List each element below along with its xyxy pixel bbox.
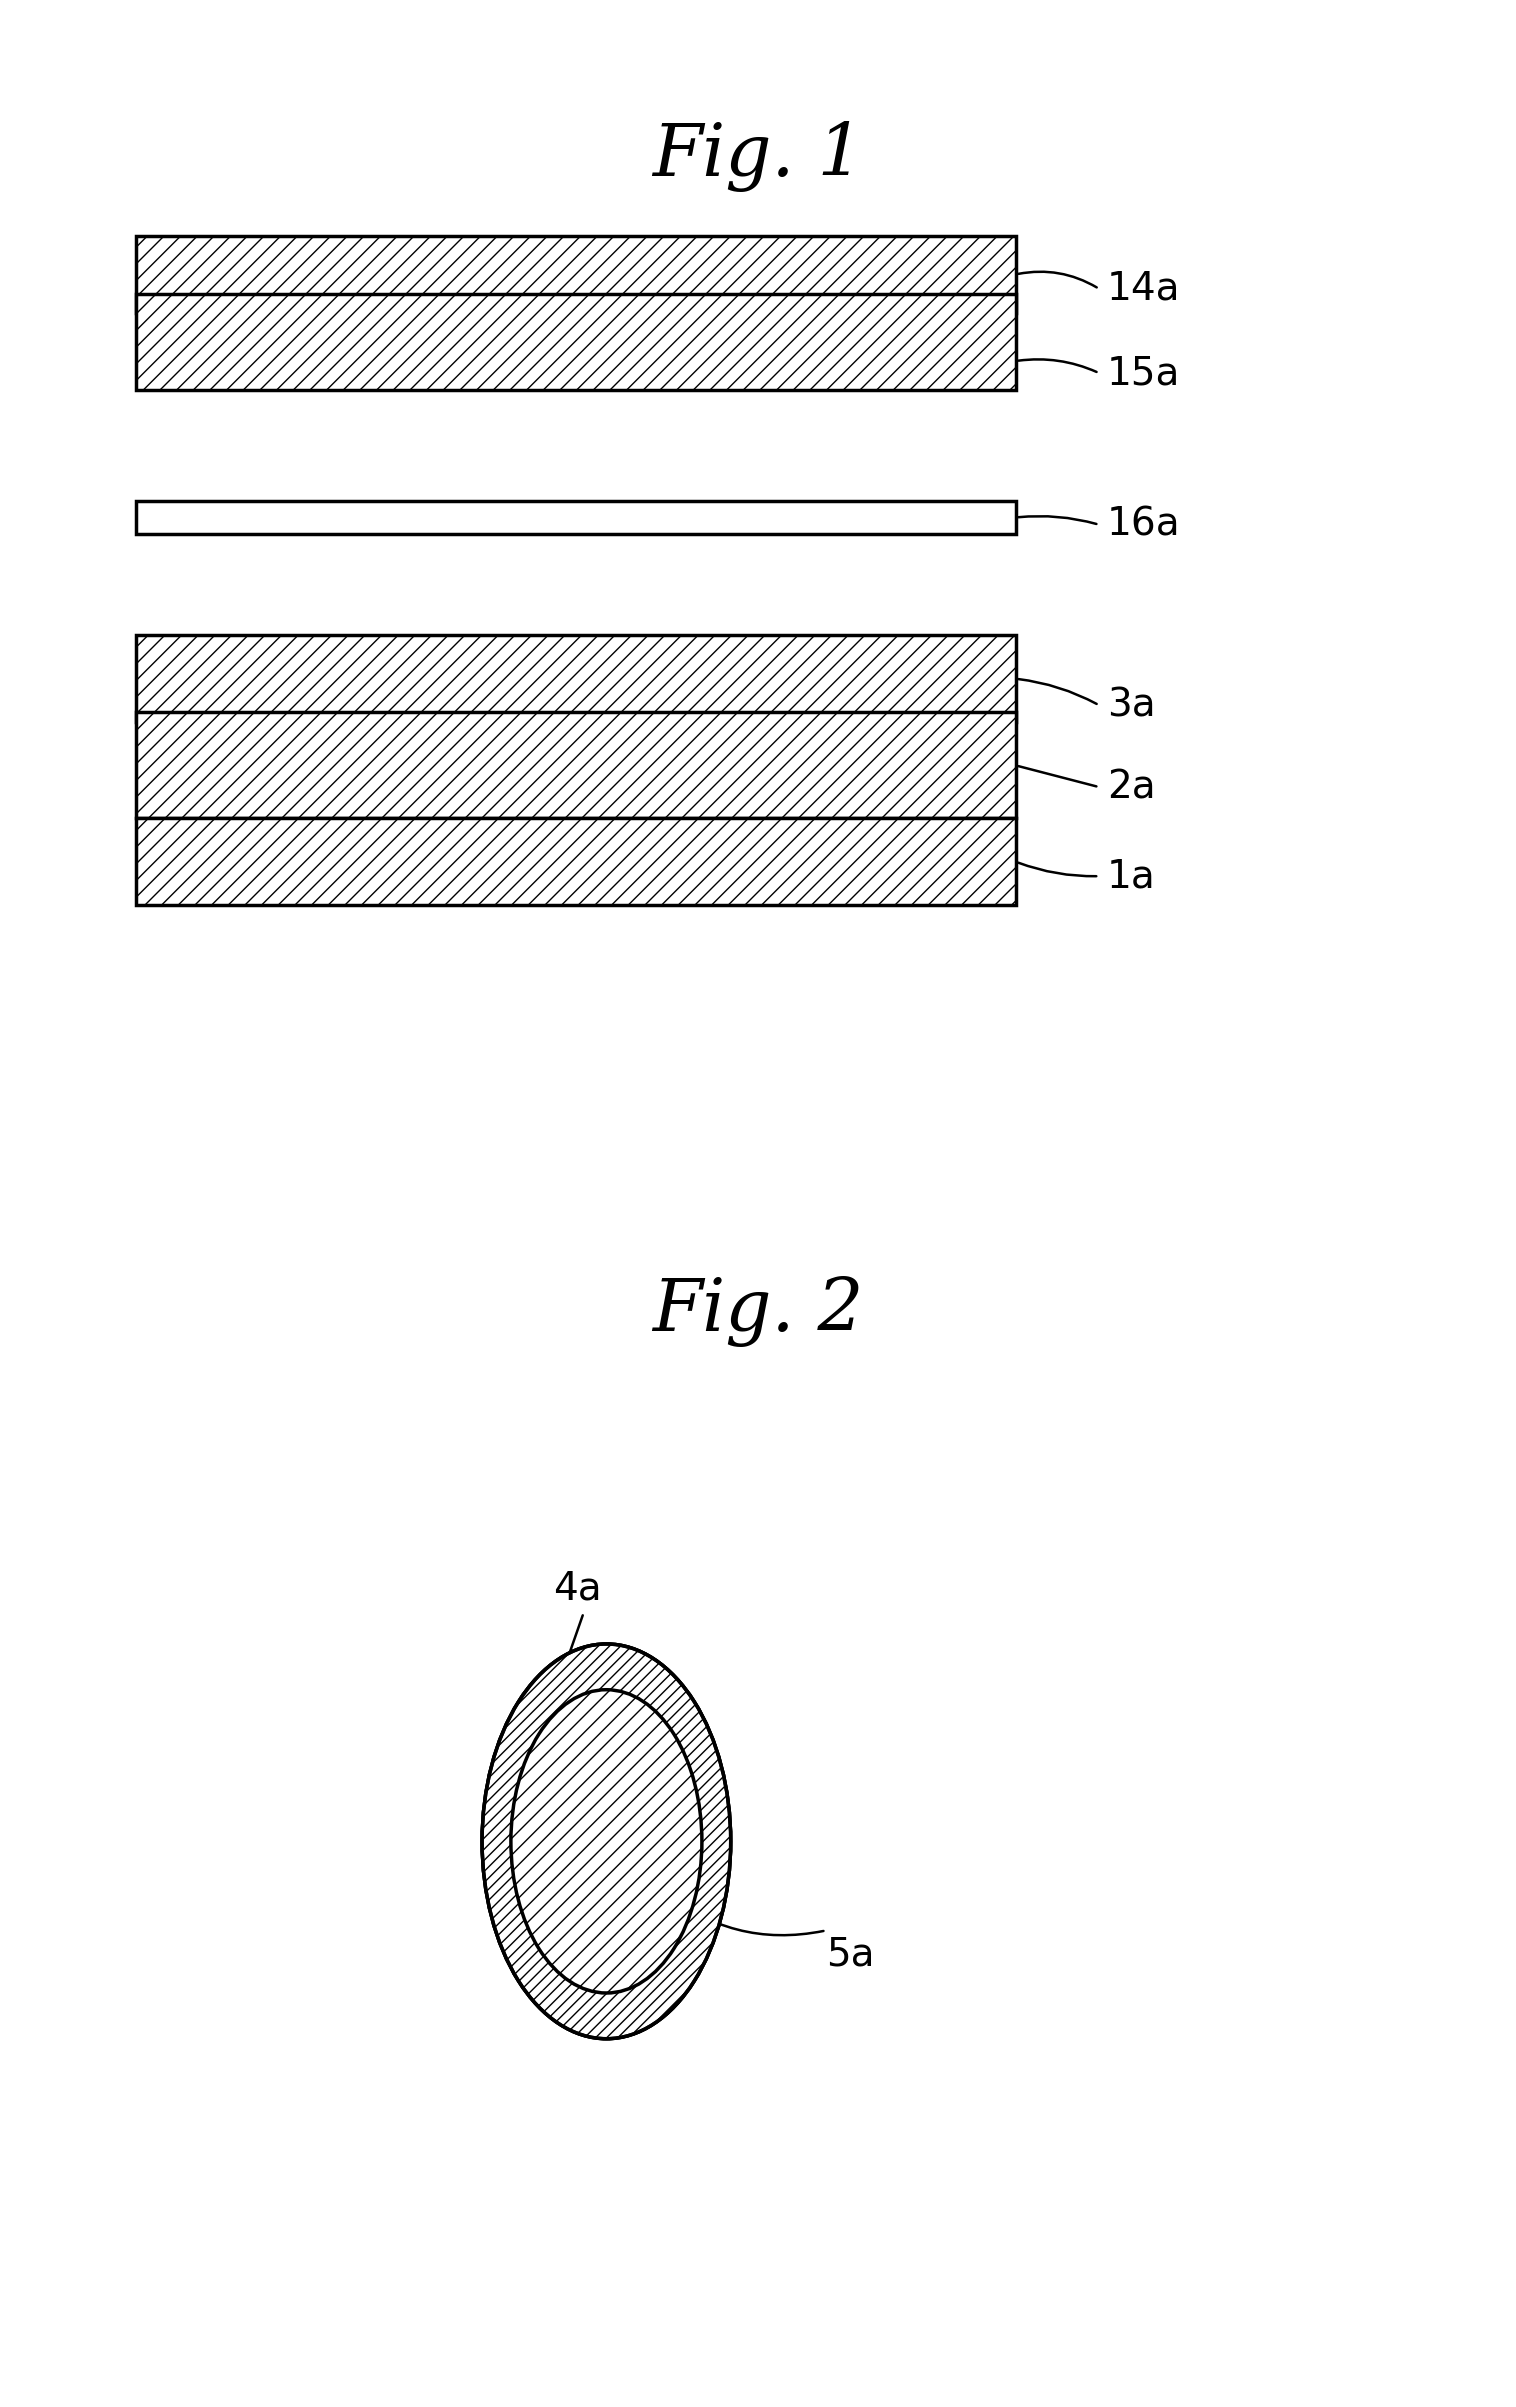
Circle shape xyxy=(511,1690,702,1993)
Circle shape xyxy=(482,1644,731,2039)
Bar xyxy=(136,818,1016,905)
Bar xyxy=(136,635,1016,722)
Text: 2a: 2a xyxy=(1107,768,1155,806)
Text: Fig. 1: Fig. 1 xyxy=(652,120,864,193)
Text: 15a: 15a xyxy=(1107,354,1179,392)
Text: 16a: 16a xyxy=(1107,505,1181,544)
Bar xyxy=(136,712,1016,818)
Bar xyxy=(136,236,1016,313)
Text: 1a: 1a xyxy=(1107,857,1155,895)
Text: 5a: 5a xyxy=(826,1935,875,1974)
Bar xyxy=(136,294,1016,390)
Text: 4a: 4a xyxy=(553,1569,602,1608)
Text: 14a: 14a xyxy=(1107,270,1179,308)
Text: 3a: 3a xyxy=(1107,686,1155,725)
Circle shape xyxy=(482,1644,731,2039)
Bar xyxy=(136,501,1016,534)
Circle shape xyxy=(511,1690,702,1993)
Text: Fig. 2: Fig. 2 xyxy=(652,1276,864,1348)
